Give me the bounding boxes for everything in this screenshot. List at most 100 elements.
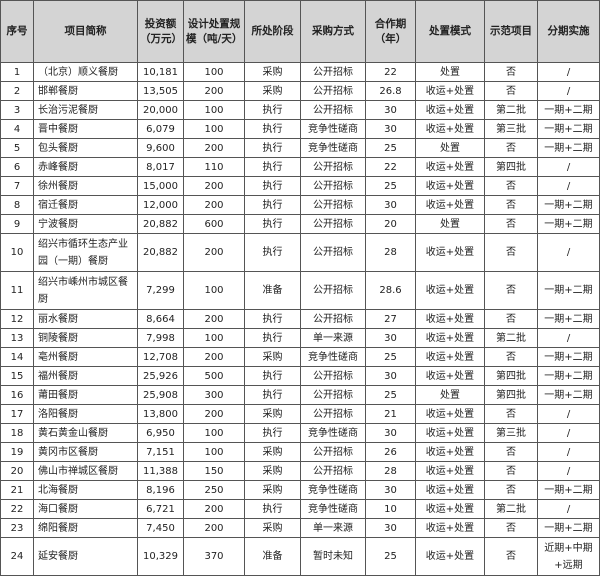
- cell-procurement: 公开招标: [300, 214, 366, 234]
- cell-name: 绍兴市循环生态产业园（一期）餐厨: [33, 233, 138, 272]
- cell-procurement: 竞争性磋商: [300, 499, 366, 519]
- cell-investment: 20,000: [137, 100, 184, 120]
- cell-investment: 25,908: [137, 385, 184, 405]
- cell-investment: 7,151: [137, 442, 184, 462]
- cell-name: 长治污泥餐厨: [33, 100, 138, 120]
- cell-demo: 否: [484, 537, 538, 576]
- table-row: 22 海口餐厨 6,721 200 执行 竞争性磋商 10 收运+处置 第二批 /: [0, 499, 600, 519]
- cell-investment: 6,079: [137, 119, 184, 139]
- cell-term: 28: [365, 233, 416, 272]
- cell-mode: 收运+处置: [415, 195, 485, 215]
- cell-procurement: 竞争性磋商: [300, 480, 366, 500]
- table-row: 15 福州餐厨 25,926 500 执行 公开招标 30 收运+处置 第四批 一期+二期: [0, 366, 600, 386]
- cell-seq: 8: [0, 195, 34, 215]
- cell-stage: 采购: [244, 461, 301, 481]
- cell-stage: 执行: [244, 385, 301, 405]
- cell-seq: 6: [0, 157, 34, 177]
- cell-demo: 否: [484, 347, 538, 367]
- table-row: 7 徐州餐厨 15,000 200 执行 公开招标 25 收运+处置否 /: [0, 176, 600, 196]
- cell-demo: 否: [484, 138, 538, 158]
- cell-capacity: 100: [183, 442, 245, 462]
- cell-demo: 否: [484, 442, 538, 462]
- cell-phases: 一期+二期: [537, 214, 600, 234]
- cell-phases: /: [537, 62, 600, 82]
- cell-name: 黄石黄金山餐厨: [33, 423, 138, 443]
- cell-investment: 12,000: [137, 195, 184, 215]
- cell-mode: 收运+处置: [415, 499, 485, 519]
- table-row: 24 延安餐厨 10,329 370 准备 暂时未知 25 收运+处置否近期+中期+远期: [0, 537, 600, 576]
- table-row: 10 绍兴市循环生态产业园（一期）餐厨 20,882 200 执行 公开招标 28 收运+处置…: [0, 233, 600, 272]
- cell-mode: 收运+处置: [415, 119, 485, 139]
- cell-name: 绵阳餐厨: [33, 518, 138, 538]
- cell-name: 铜陵餐厨: [33, 328, 138, 348]
- cell-capacity: 100: [183, 423, 245, 443]
- cell-mode: 收运+处置: [415, 309, 485, 329]
- cell-mode: 处置: [415, 138, 485, 158]
- cell-stage: 准备: [244, 537, 301, 576]
- cell-demo: 否: [484, 309, 538, 329]
- header-investment: 投资额（万元）: [137, 0, 184, 63]
- cell-mode: 收运+处置: [415, 233, 485, 272]
- cell-phases: /: [537, 499, 600, 519]
- cell-phases: /: [537, 157, 600, 177]
- cell-phases: 一期+二期: [537, 100, 600, 120]
- cell-investment: 7,450: [137, 518, 184, 538]
- cell-seq: 4: [0, 119, 34, 139]
- table-row: 20 佛山市禅城区餐厨 11,388 150 采购 公开招标 28 收运+处置否 /: [0, 461, 600, 481]
- cell-phases: 一期+二期: [537, 195, 600, 215]
- cell-term: 30: [365, 366, 416, 386]
- cell-mode: 收运+处置: [415, 328, 485, 348]
- cell-term: 20: [365, 214, 416, 234]
- cell-term: 28.6: [365, 271, 416, 310]
- cell-phases: /: [537, 423, 600, 443]
- cell-procurement: 单一来源: [300, 518, 366, 538]
- cell-name: 晋中餐厨: [33, 119, 138, 139]
- cell-name: 海口餐厨: [33, 499, 138, 519]
- cell-term: 28: [365, 461, 416, 481]
- cell-seq: 12: [0, 309, 34, 329]
- cell-demo: 否: [484, 214, 538, 234]
- cell-phases: 一期+二期: [537, 518, 600, 538]
- cell-demo: 否: [484, 233, 538, 272]
- cell-name: 莆田餐厨: [33, 385, 138, 405]
- cell-procurement: 竞争性磋商: [300, 423, 366, 443]
- cell-capacity: 200: [183, 195, 245, 215]
- cell-stage: 执行: [244, 214, 301, 234]
- cell-mode: 收运+处置: [415, 157, 485, 177]
- cell-capacity: 200: [183, 499, 245, 519]
- cell-mode: 收运+处置: [415, 461, 485, 481]
- cell-stage: 采购: [244, 518, 301, 538]
- cell-stage: 执行: [244, 309, 301, 329]
- cell-phases: 一期+二期: [537, 366, 600, 386]
- cell-seq: 22: [0, 499, 34, 519]
- cell-phases: /: [537, 328, 600, 348]
- header-stage: 所处阶段: [244, 0, 301, 63]
- table-row: 9 宁波餐厨 20,882 600 执行 公开招标 20 处置否一期+二期: [0, 214, 600, 234]
- cell-name: 北海餐厨: [33, 480, 138, 500]
- cell-procurement: 公开招标: [300, 176, 366, 196]
- cell-procurement: 公开招标: [300, 100, 366, 120]
- table-row: 11 绍兴市嵊州市城区餐厨 7,299 100 准备 公开招标 28.6 收运+处置否一期+二…: [0, 271, 600, 310]
- cell-investment: 9,600: [137, 138, 184, 158]
- cell-name: 洛阳餐厨: [33, 404, 138, 424]
- cell-investment: 20,882: [137, 214, 184, 234]
- cell-stage: 执行: [244, 423, 301, 443]
- cell-capacity: 200: [183, 176, 245, 196]
- cell-demo: 第四批: [484, 385, 538, 405]
- cell-term: 25: [365, 347, 416, 367]
- cell-capacity: 370: [183, 537, 245, 576]
- cell-investment: 15,000: [137, 176, 184, 196]
- cell-seq: 11: [0, 271, 34, 310]
- cell-name: 延安餐厨: [33, 537, 138, 576]
- cell-demo: 否: [484, 518, 538, 538]
- cell-term: 25: [365, 138, 416, 158]
- cell-demo: 第三批: [484, 119, 538, 139]
- cell-stage: 采购: [244, 442, 301, 462]
- cell-name: （北京）顺义餐厨: [33, 62, 138, 82]
- cell-capacity: 200: [183, 233, 245, 272]
- cell-mode: 收运+处置: [415, 480, 485, 500]
- cell-term: 30: [365, 423, 416, 443]
- cell-mode: 收运+处置: [415, 366, 485, 386]
- cell-seq: 21: [0, 480, 34, 500]
- cell-phases: 一期+二期: [537, 347, 600, 367]
